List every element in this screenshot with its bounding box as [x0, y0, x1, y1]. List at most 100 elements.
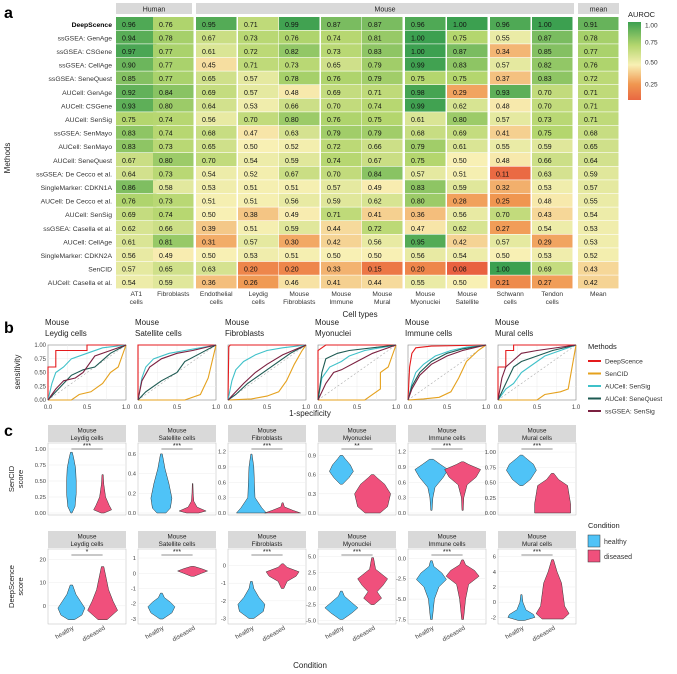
heatmap-cell	[490, 17, 531, 30]
roc-curve-aucell-sensig	[137, 344, 217, 401]
heatmap-cell	[578, 44, 619, 58]
heatmap-value: 0.41	[327, 280, 341, 287]
heatmap-value: 0.21	[496, 280, 510, 287]
roc-curve-deepscence	[227, 344, 306, 401]
heatmap-value: 0.79	[327, 131, 341, 138]
violin-y-tick: -3	[221, 616, 226, 622]
heatmap-value: 0.70	[538, 90, 552, 97]
heatmap-cell	[196, 166, 237, 180]
column-label: Fibroblasts	[283, 299, 316, 306]
violin-panel	[407, 548, 487, 625]
heatmap-value: 0.83	[122, 144, 136, 151]
violin-y-tick: 0.0	[308, 511, 316, 517]
violin-diseased	[265, 563, 300, 589]
heatmap-cell	[405, 248, 446, 262]
heatmap-value: 0.70	[327, 103, 341, 110]
heatmap-cell	[196, 57, 237, 71]
heatmap-value: 0.48	[496, 103, 510, 110]
heatmap-cell	[490, 166, 531, 180]
heatmap-cell	[490, 57, 531, 71]
heatmap-value: 0.87	[327, 22, 341, 29]
heatmap-cell	[447, 85, 488, 98]
heatmap-cell	[362, 207, 403, 221]
violin-x-tick: diseased	[441, 624, 467, 643]
violin-diseased	[534, 473, 571, 514]
heatmap-cell	[447, 98, 488, 112]
heatmap-value: 0.54	[584, 212, 598, 219]
heatmap-cell	[447, 234, 488, 248]
heatmap-cell	[153, 125, 194, 139]
method-label: SenCID	[88, 267, 112, 274]
violin-y-tick: 20	[40, 558, 46, 564]
column-label: Mouse	[415, 291, 435, 298]
violin-legend-swatch	[587, 534, 601, 548]
legend-colorbar	[628, 22, 641, 100]
heatmap-value: 0.49	[368, 185, 382, 192]
heatmap-value: 0.42	[584, 280, 598, 287]
violin-healthy	[507, 594, 536, 621]
heatmap-cell	[153, 248, 194, 262]
roc-curve-sencid	[227, 344, 307, 401]
heatmap-value: 0.33	[327, 267, 341, 274]
heatmap-cell	[578, 112, 619, 126]
heatmap-cell	[405, 221, 446, 234]
heatmap-value: 0.53	[244, 253, 258, 260]
heatmap-cell	[116, 112, 157, 126]
violin-healthy	[329, 455, 354, 485]
heatmap-cell	[405, 275, 446, 289]
heatmap-value: 0.11	[496, 171, 509, 178]
violin-x-tick: healthy	[54, 624, 76, 641]
method-label: SingleMarker: CDKN2A	[41, 253, 113, 260]
heatmap-cell	[238, 17, 279, 30]
heatmap-value: 0.53	[584, 226, 598, 233]
roc-curve-aucell-senequest	[407, 344, 487, 401]
heatmap-cell	[447, 166, 488, 180]
roc-x-tick: 0.0	[134, 405, 143, 411]
heatmap-cell	[362, 85, 403, 98]
heatmap-cell	[578, 275, 619, 289]
heatmap-value: 0.48	[538, 199, 552, 206]
heatmap-value: 0.43	[584, 267, 598, 274]
heatmap-cell	[532, 125, 573, 139]
violin-healthy	[66, 451, 77, 514]
heatmap-value: 0.52	[285, 144, 299, 151]
heatmap-value: 0.61	[453, 144, 467, 151]
heatmap-value: 0.66	[368, 144, 382, 151]
roc-curve-sencid	[407, 344, 487, 401]
heatmap-value: 0.59	[285, 158, 299, 165]
violin-strip	[408, 425, 486, 442]
heatmap-value: 0.74	[159, 131, 173, 138]
heatmap-value: 0.42	[453, 239, 467, 246]
heatmap-cell	[116, 71, 157, 85]
roc-x-tick: 1.0	[572, 405, 581, 411]
heatmap-value: 0.62	[368, 199, 382, 206]
heatmap-value: 0.87	[368, 22, 382, 29]
method-label: AUCell: SenSig	[65, 212, 112, 219]
heatmap-value: 0.68	[584, 131, 598, 138]
heatmap-cell	[153, 30, 194, 44]
heatmap-value: 0.62	[122, 226, 136, 233]
heatmap-value: 0.57	[584, 185, 598, 192]
heatmap-value: 0.50	[453, 158, 467, 165]
heatmap-cell	[532, 221, 573, 234]
violin-title-line2: Mural cells	[522, 541, 552, 548]
heatmap-value: 0.74	[159, 212, 173, 219]
heatmap-cell	[153, 153, 194, 166]
heatmap-cell	[490, 30, 531, 44]
roc-title-line1: Mouse	[45, 318, 70, 327]
heatmap-cell	[405, 207, 446, 221]
heatmap-cell	[447, 153, 488, 166]
heatmap-value: 0.70	[538, 103, 552, 110]
heatmap-cell	[490, 234, 531, 248]
heatmap-cell	[321, 153, 362, 166]
heatmap-cell	[196, 221, 237, 234]
heatmap-value: 0.65	[327, 63, 341, 70]
roc-x-title: 1-specificity	[289, 409, 331, 418]
heatmap-value: 0.50	[202, 253, 216, 260]
significance-label: ***	[443, 443, 451, 450]
heatmap-cell	[238, 112, 279, 126]
heatmap-value: 0.80	[159, 103, 173, 110]
heatmap-cell	[578, 17, 619, 30]
heatmap-cell	[578, 180, 619, 194]
heatmap-value: 0.65	[584, 144, 598, 151]
